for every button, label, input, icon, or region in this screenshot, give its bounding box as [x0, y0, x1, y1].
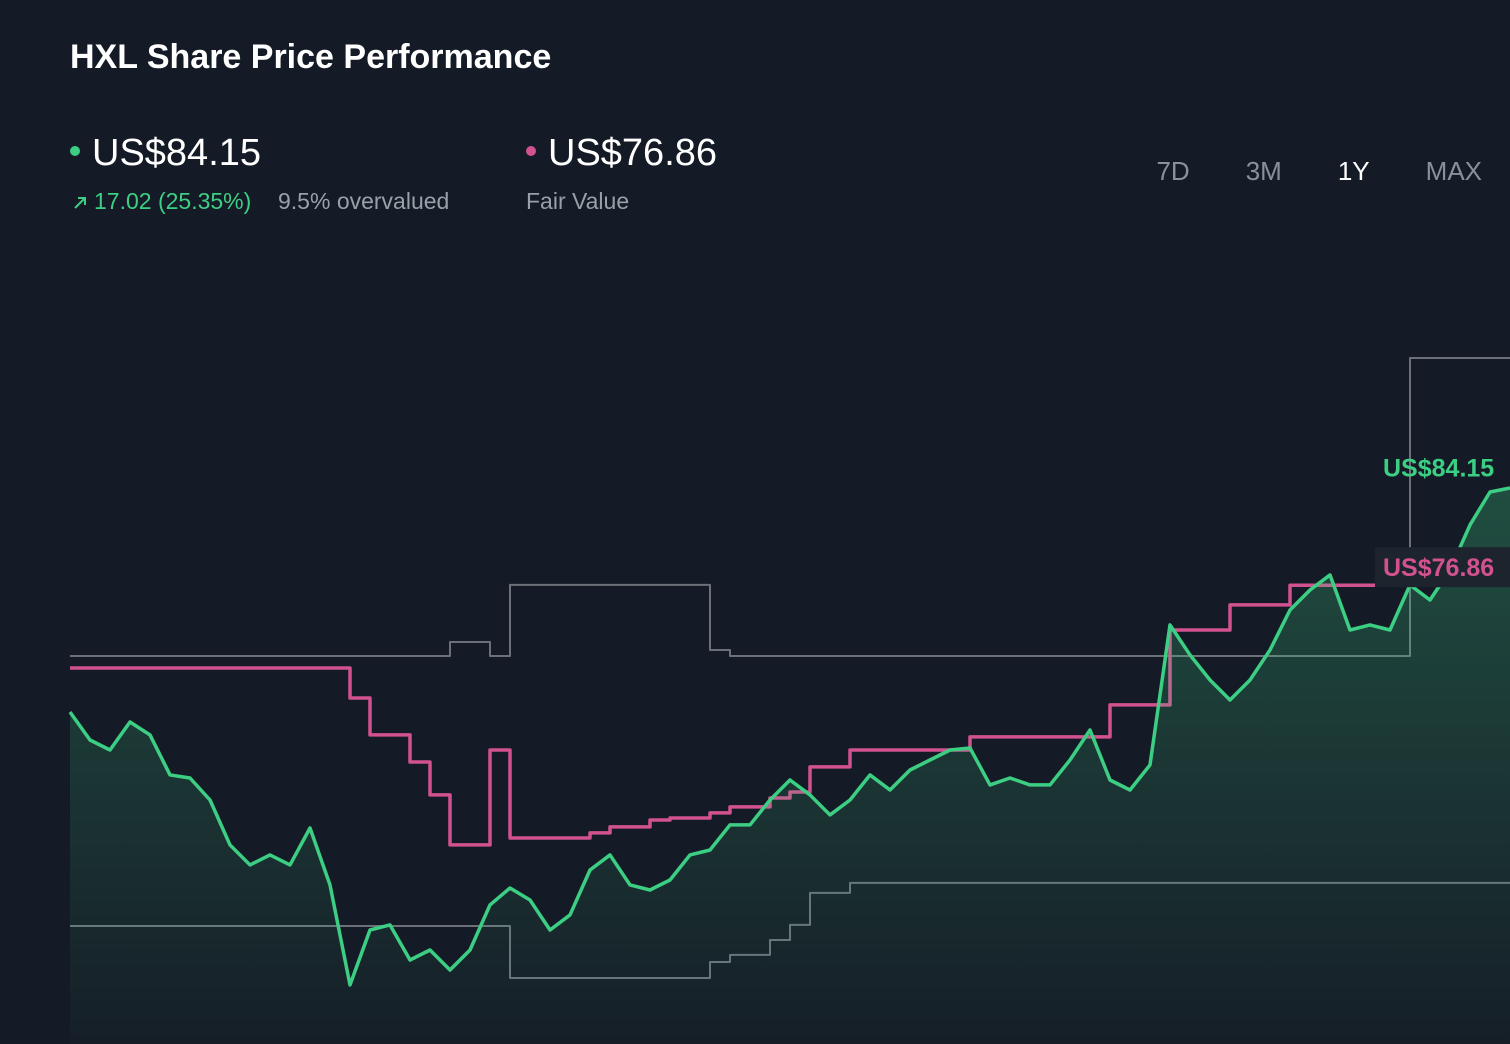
change: 17.02 (25.35%) [72, 188, 251, 215]
range-button[interactable]: MAX [1425, 156, 1482, 186]
up-arrow [74, 196, 86, 209]
change-value: 17.02 (25.35%) [94, 188, 252, 214]
range-selector: 7D 3M 1Y MAX [1156, 156, 1482, 187]
valuation: 9.5% overvalued [278, 188, 450, 214]
price-tag: US$84.15 [1383, 455, 1494, 483]
fair-value: US$76.86 [526, 132, 717, 175]
fair-value-tag: US$76.86 [1383, 554, 1494, 582]
range-button[interactable]: 7D [1156, 156, 1190, 186]
price: US$84.15 [70, 132, 261, 175]
price-line [68, 486, 1510, 987]
range-button[interactable]: 1Y [1337, 156, 1370, 186]
range-button[interactable]: 3M [1245, 156, 1282, 186]
fair-value-line [70, 583, 1510, 847]
fair-value-label: Fair Value [526, 188, 630, 214]
page-title: HXL Share Price Performance [70, 38, 552, 76]
fair-value-value: US$76.86 [548, 132, 718, 174]
price-value: US$84.15 [92, 132, 262, 174]
fair-value-tag-bg [1375, 547, 1510, 588]
price-area [70, 488, 1510, 1044]
